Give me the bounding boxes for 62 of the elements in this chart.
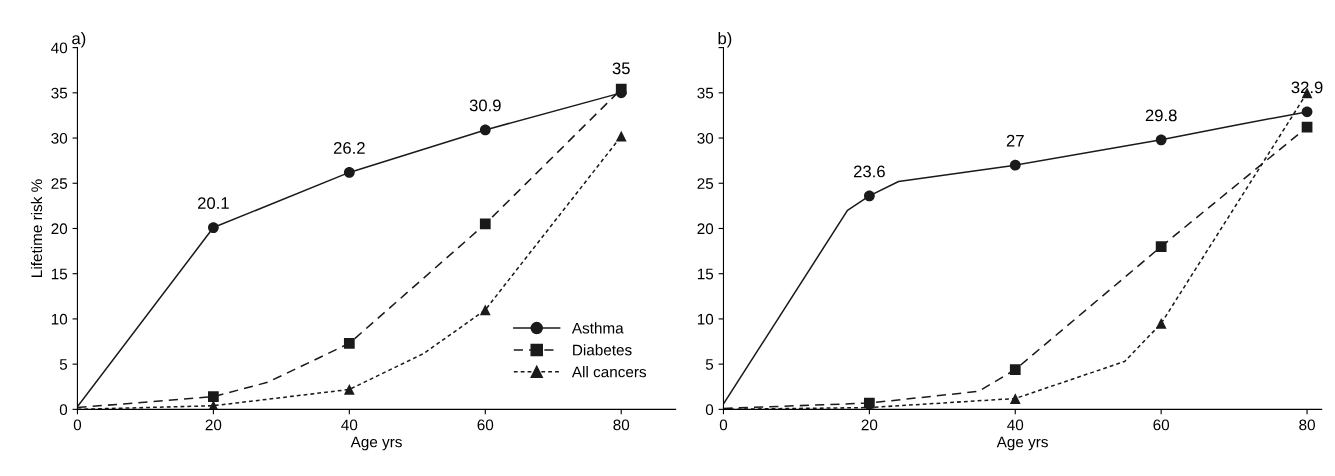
chart-title: b) <box>718 32 732 48</box>
x-axis-title: Age yrs <box>350 436 402 451</box>
point <box>1301 106 1313 118</box>
y-tick-label: 0 <box>705 404 714 416</box>
point <box>208 391 219 403</box>
x-tick-label: 60 <box>477 419 494 431</box>
x-tick-label: 20 <box>205 419 222 431</box>
x-tick-label: 0 <box>719 419 728 431</box>
point <box>479 124 491 136</box>
y-tick-label: 40 <box>51 42 68 54</box>
y-tick-label: 25 <box>51 178 68 189</box>
y-tick-label: 35 <box>51 87 68 99</box>
point <box>1009 364 1021 375</box>
x-tick-label: 80 <box>613 419 630 431</box>
y-tick-label: 10 <box>51 313 68 325</box>
y-tick-label: 5 <box>705 359 714 370</box>
x-tick-label: 60 <box>1153 419 1170 431</box>
y-tick-label: 5 <box>59 359 68 370</box>
data-label: 23.6 <box>853 165 885 178</box>
data-label: 30.9 <box>469 99 501 112</box>
legend-label: Diabetes <box>573 344 632 356</box>
y-tick-label: 0 <box>59 404 68 416</box>
data-label: 32.9 <box>1291 81 1323 94</box>
point <box>479 304 491 316</box>
x-tick-label: 0 <box>73 419 82 431</box>
y-tick-label: 15 <box>697 268 714 280</box>
point <box>208 222 219 233</box>
x-tick-label: 40 <box>341 419 358 431</box>
y-axis-title: Lifetime risk % <box>30 179 43 277</box>
data-label: 35 <box>612 62 630 75</box>
y-tick-label: 10 <box>697 313 714 325</box>
point <box>863 190 875 202</box>
data-label: 26.2 <box>333 142 365 154</box>
point <box>1155 318 1167 329</box>
point <box>479 218 491 230</box>
data-label: 27 <box>1006 134 1024 147</box>
point <box>343 337 355 349</box>
point <box>1155 134 1167 146</box>
legend-label: Asthma <box>571 322 624 334</box>
point <box>615 130 627 142</box>
point <box>1301 121 1313 133</box>
y-tick-label: 35 <box>697 87 714 99</box>
x-tick-label: 20 <box>861 419 878 431</box>
legend-label: All cancers <box>571 366 647 378</box>
y-tick-label: 30 <box>697 132 714 144</box>
point <box>1009 159 1021 171</box>
x-axis-title: Age yrs <box>996 436 1048 451</box>
x-tick-label: 40 <box>1007 419 1024 431</box>
y-tick-label: 15 <box>51 268 68 280</box>
y-tick-label: 25 <box>697 178 714 189</box>
y-tick-label: 20 <box>697 223 714 235</box>
point <box>615 83 627 95</box>
data-label: 29.8 <box>1145 109 1177 122</box>
point <box>343 384 355 395</box>
point <box>1155 241 1167 252</box>
x-tick-label: 80 <box>1299 419 1315 431</box>
point <box>1009 393 1021 404</box>
y-tick-label: 30 <box>51 132 68 144</box>
data-label: 20.1 <box>198 197 229 209</box>
chart-title: a) <box>72 32 86 48</box>
point <box>343 167 355 178</box>
y-tick-label: 20 <box>51 223 68 235</box>
